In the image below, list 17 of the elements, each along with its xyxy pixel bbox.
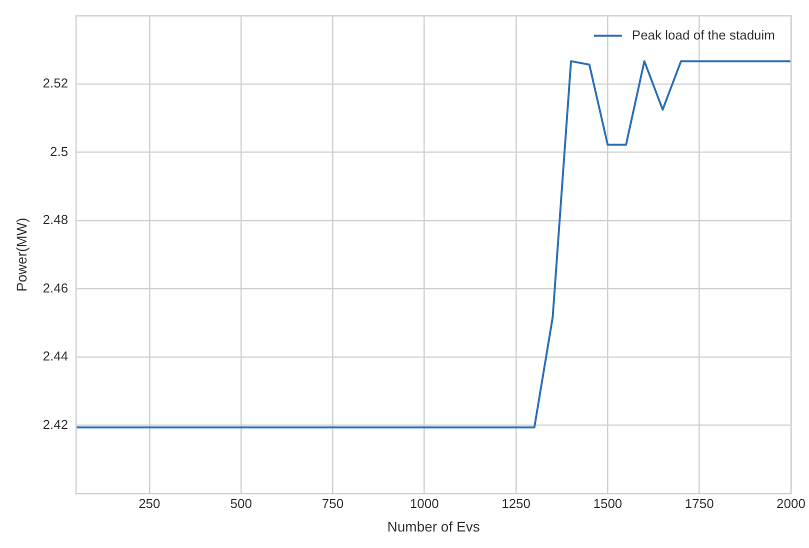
x-tick-label: 250: [138, 496, 160, 511]
x-tick-label: 750: [322, 496, 344, 511]
y-tick-label: 2.42: [42, 416, 68, 432]
y-axis-title: Power(MW): [13, 218, 30, 292]
x-axis-title: Number of Evs: [387, 518, 480, 534]
y-tick-label: 2.46: [42, 280, 68, 296]
y-tick-label: 2.44: [42, 348, 68, 364]
x-tick-label: 500: [230, 496, 252, 511]
y-tick-label: 2.52: [42, 76, 68, 91]
y-tick-label: 2.48: [42, 212, 68, 228]
x-tick-label: 2000: [776, 496, 806, 511]
x-tick-label: 1250: [502, 496, 530, 511]
y-tick-label: 2.5: [50, 144, 68, 159]
legend-label: Peak load of the staduim: [632, 27, 776, 42]
x-tick-label: 1500: [593, 496, 622, 511]
x-tick-label: 1750: [684, 496, 714, 511]
x-tick-label: 1000: [410, 496, 439, 511]
